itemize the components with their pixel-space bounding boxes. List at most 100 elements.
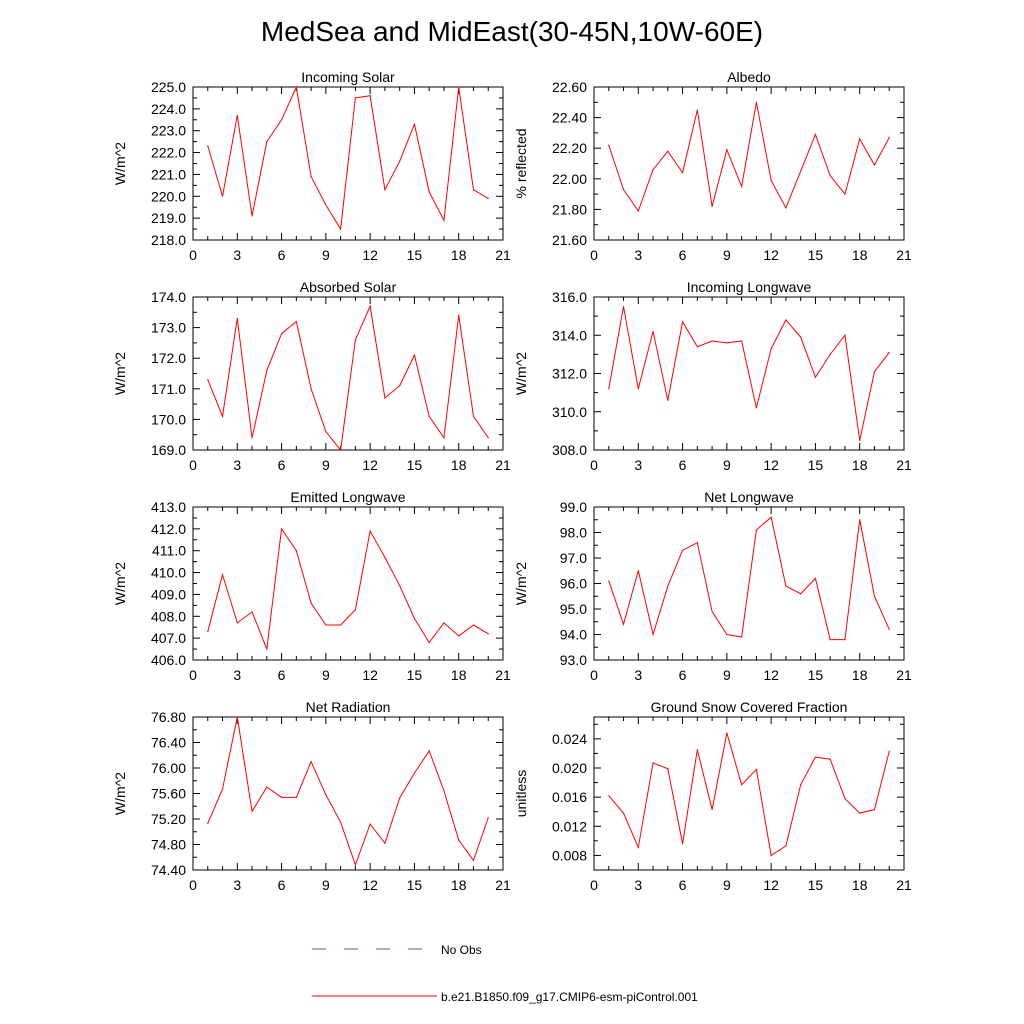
y-tick-label: 222.0 bbox=[151, 145, 186, 161]
y-tick-label: 74.40 bbox=[151, 862, 186, 878]
y-axis-label: W/m^2 bbox=[513, 352, 529, 395]
plot-frame bbox=[593, 716, 905, 871]
data-point bbox=[770, 348, 772, 350]
plot-frame bbox=[192, 296, 504, 451]
y-tick-label: 21.80 bbox=[552, 201, 587, 217]
x-tick-label: 0 bbox=[590, 667, 598, 683]
y-tick-label: 173.0 bbox=[151, 320, 186, 336]
y-tick-label: 0.016 bbox=[552, 789, 587, 805]
data-point bbox=[844, 798, 846, 800]
data-point bbox=[369, 823, 371, 825]
data-point bbox=[667, 585, 669, 587]
y-tick-label: 93.0 bbox=[560, 652, 587, 668]
panel-emitted-longwave: Emitted Longwave W/m^2 0 3 6 9 12 15 18 21 406.0 40… bbox=[112, 489, 511, 683]
data-point bbox=[295, 320, 297, 323]
series-line-net-radiation bbox=[207, 716, 489, 867]
x-tick-label: 0 bbox=[189, 247, 197, 263]
data-point bbox=[280, 333, 283, 335]
y-tick-label: 21.60 bbox=[552, 232, 587, 248]
y-tick-label: 312.0 bbox=[552, 366, 587, 382]
data-point bbox=[354, 339, 356, 341]
data-point bbox=[428, 641, 430, 644]
y-axis-label: unitless bbox=[513, 770, 529, 817]
x-tick-label: 0 bbox=[189, 877, 197, 893]
data-point bbox=[340, 449, 342, 451]
data-point bbox=[829, 353, 831, 355]
x-tick-label: 0 bbox=[590, 247, 598, 263]
panel-ground-snow-covered-fraction: Ground Snow Covered Fraction unitless 0 3 6 9… bbox=[513, 699, 912, 893]
data-point bbox=[770, 516, 772, 518]
data-point bbox=[443, 219, 445, 221]
data-point bbox=[800, 336, 802, 338]
x-tick-label: 3 bbox=[634, 667, 642, 683]
panel-title: Albedo bbox=[727, 69, 771, 85]
y-tick-label: 413.0 bbox=[151, 499, 186, 515]
data-point bbox=[770, 179, 772, 181]
data-point bbox=[221, 788, 224, 790]
data-point bbox=[637, 570, 639, 572]
data-point bbox=[829, 758, 831, 760]
data-point bbox=[443, 790, 445, 792]
x-tick-label: 6 bbox=[679, 877, 687, 893]
data-point bbox=[814, 756, 817, 758]
data-point bbox=[428, 415, 430, 417]
y-tick-label: 308.0 bbox=[552, 442, 587, 458]
data-point bbox=[873, 370, 876, 373]
x-tick-label: 21 bbox=[896, 667, 912, 683]
legend-label-model: b.e21.B1850.f09_g17.CMIP6-esm-piControl.… bbox=[441, 990, 698, 1004]
data-point bbox=[785, 319, 787, 321]
y-tick-label: 174.0 bbox=[151, 289, 186, 305]
data-point bbox=[399, 585, 401, 587]
y-tick-label: 22.40 bbox=[552, 110, 587, 126]
data-point bbox=[236, 622, 238, 624]
y-tick-label: 75.60 bbox=[151, 786, 186, 802]
x-tick-label: 18 bbox=[451, 457, 467, 473]
x-tick-label: 6 bbox=[278, 457, 286, 473]
data-point bbox=[487, 817, 489, 819]
data-point bbox=[413, 617, 416, 620]
x-tick-label: 21 bbox=[896, 457, 912, 473]
data-point bbox=[280, 528, 283, 530]
x-tick-label: 9 bbox=[723, 457, 731, 473]
data-point bbox=[295, 550, 297, 552]
data-point bbox=[428, 191, 430, 193]
x-tick-label: 9 bbox=[322, 877, 330, 893]
panel-absorbed-solar: Absorbed Solar W/m^2 0 3 6 9 12 15 18 21 169.0 170.… bbox=[112, 279, 511, 473]
data-point bbox=[888, 136, 890, 139]
panel-albedo: Albedo % reflected 0 3 6 9 12 15 18 21 21.60 21.80 2… bbox=[513, 69, 912, 263]
x-tick-label: 3 bbox=[233, 877, 241, 893]
data-point bbox=[726, 342, 728, 344]
data-point bbox=[726, 149, 728, 151]
x-tick-label: 18 bbox=[451, 247, 467, 263]
data-point bbox=[354, 609, 356, 611]
data-point bbox=[369, 95, 371, 97]
y-tick-label: 0.008 bbox=[552, 847, 587, 863]
y-tick-label: 220.0 bbox=[151, 188, 186, 204]
y-tick-label: 223.0 bbox=[151, 123, 186, 139]
data-point bbox=[844, 639, 846, 641]
y-tick-label: 310.0 bbox=[552, 404, 587, 420]
data-point bbox=[800, 784, 802, 786]
figure-title: MedSea and MidEast(30-45N,10W-60E) bbox=[261, 16, 763, 47]
y-tick-label: 172.0 bbox=[151, 350, 186, 366]
x-tick-label: 3 bbox=[634, 457, 642, 473]
y-tick-label: 98.0 bbox=[560, 525, 587, 541]
data-point bbox=[859, 439, 861, 442]
data-point bbox=[844, 193, 846, 195]
y-tick-label: 75.20 bbox=[151, 811, 186, 827]
data-point bbox=[652, 169, 654, 171]
y-tick-label: 224.0 bbox=[151, 101, 186, 117]
data-point bbox=[741, 340, 743, 342]
data-point bbox=[696, 109, 698, 111]
data-point bbox=[888, 750, 890, 752]
x-tick-label: 18 bbox=[852, 877, 868, 893]
data-point bbox=[873, 164, 876, 166]
x-tick-label: 6 bbox=[679, 247, 687, 263]
x-tick-label: 21 bbox=[495, 457, 511, 473]
data-point bbox=[251, 215, 253, 217]
data-point bbox=[681, 172, 684, 174]
data-point bbox=[726, 732, 728, 734]
x-tick-label: 0 bbox=[590, 457, 598, 473]
data-point bbox=[785, 585, 787, 587]
x-tick-label: 15 bbox=[407, 247, 423, 263]
